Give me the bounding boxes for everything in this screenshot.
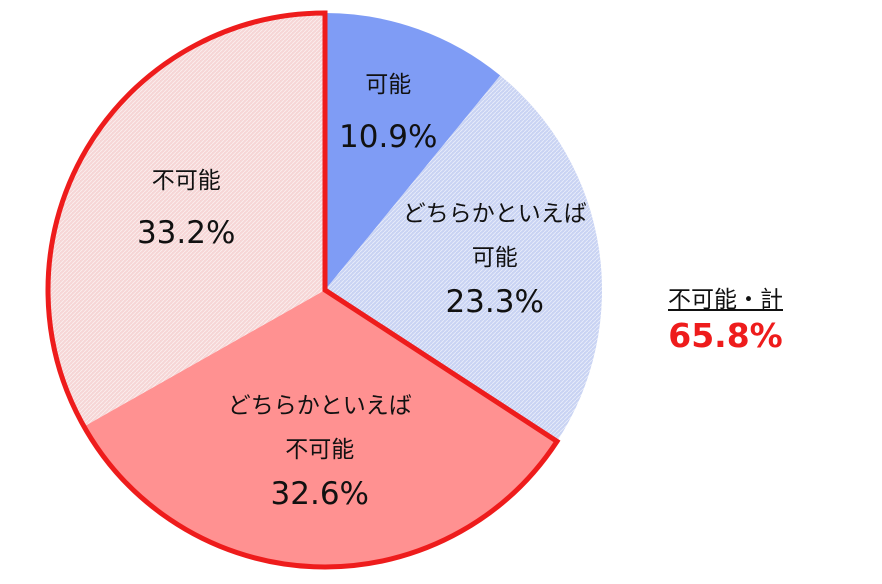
pie-slice: [325, 13, 501, 290]
slice-category: 不可能: [151, 168, 221, 195]
slice-hatch: [325, 75, 602, 442]
slice-value: 23.3%: [445, 283, 544, 320]
pie-slice: [83, 290, 557, 567]
slice-category: どちらかといえば 不可能: [227, 393, 412, 464]
highlight-outline: [45, 10, 561, 570]
slice-value: 32.6%: [270, 476, 370, 513]
slice-value: 33.2%: [136, 215, 236, 252]
annotation-text: 不可能・計: [668, 287, 783, 313]
slice-hatch: [47, 13, 326, 427]
slice-value: 10.9%: [338, 118, 438, 155]
slice-category: 可能: [365, 71, 412, 98]
annotation-value: 65.8%: [668, 316, 783, 355]
slice-category: どちらかといえば 可能: [402, 200, 587, 271]
annotation: 不可能・計 65.8%: [668, 280, 783, 355]
